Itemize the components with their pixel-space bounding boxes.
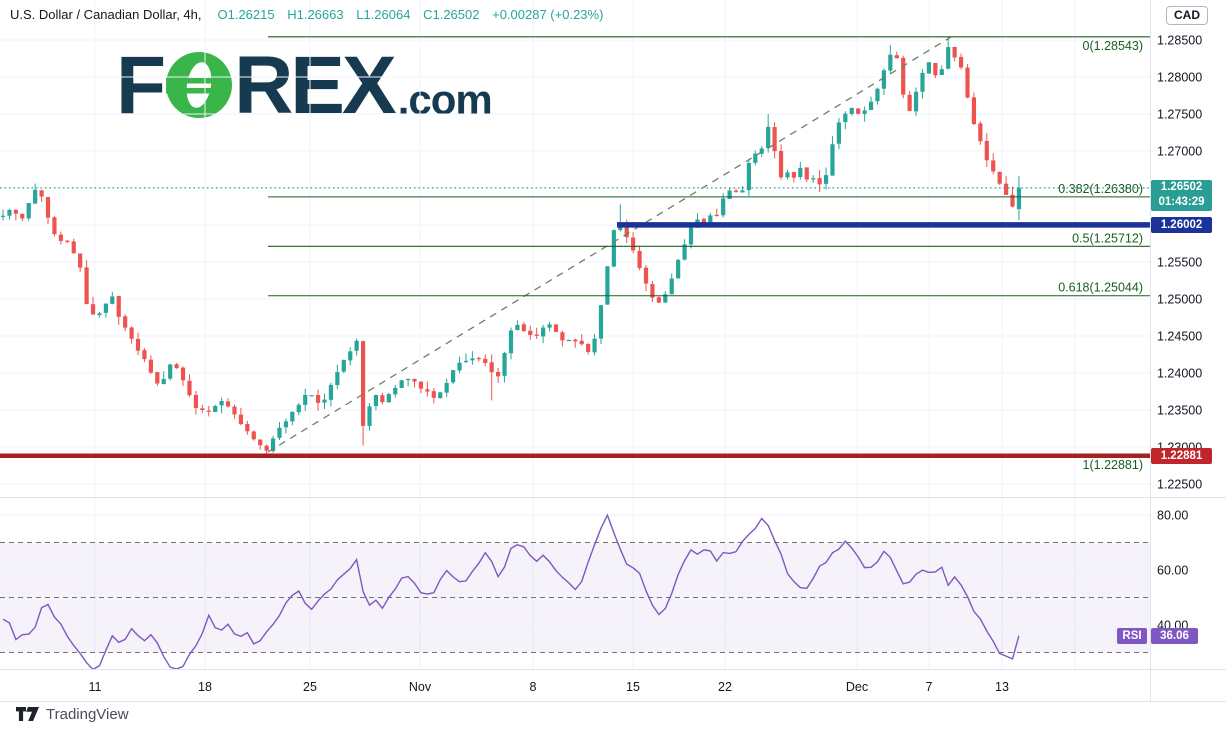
rsi-line: [2, 513, 1020, 671]
trendline[interactable]: [267, 36, 952, 453]
ohlc-close: C1.26502: [423, 6, 480, 22]
svg-text:0.5(1.25712): 0.5(1.25712): [1072, 231, 1143, 245]
currency-badge[interactable]: CAD: [1166, 6, 1208, 25]
svg-text:1.28000: 1.28000: [1157, 71, 1202, 85]
fib-retracement[interactable]: 0(1.28543) 0.382(1.26380) 0.5(1.25712) 0.61…: [268, 36, 1150, 472]
svg-text:80.00: 80.00: [1157, 509, 1188, 523]
pane-separators: [0, 0, 1226, 702]
svg-text:1.23500: 1.23500: [1157, 404, 1202, 418]
candles-layer: [0, 36, 1022, 456]
ohlc-low: L1.26064: [356, 6, 411, 22]
svg-text:0(1.28543): 0(1.28543): [1083, 39, 1143, 53]
current-price-badge: 1.26502 01:43:29: [1151, 179, 1212, 211]
price-axis[interactable]: [1151, 0, 1226, 700]
rsi-value-badge: 36.06: [1151, 627, 1198, 644]
red-level-badge: 1.22881: [1151, 447, 1212, 464]
rsi-label-badge: RSI: [1117, 627, 1147, 644]
tradingview-icon: [16, 707, 39, 721]
ohlc-high: H1.26663: [287, 6, 344, 22]
svg-text:1.22500: 1.22500: [1157, 478, 1202, 492]
svg-text:1.27500: 1.27500: [1157, 108, 1202, 122]
svg-text:Nov: Nov: [409, 680, 432, 694]
current-price-value: 1.26502: [1160, 180, 1203, 193]
svg-text:1.25000: 1.25000: [1157, 293, 1202, 307]
svg-text:1.24000: 1.24000: [1157, 367, 1202, 381]
svg-text:1.27000: 1.27000: [1157, 145, 1202, 159]
blue-level-badge: 1.26002: [1151, 216, 1212, 233]
ohlc-open: O1.26215: [217, 6, 275, 22]
svg-text:8: 8: [530, 680, 537, 694]
svg-text:13: 13: [995, 680, 1009, 694]
symbol-title: U.S. Dollar / Canadian Dollar, 4h,: [10, 6, 202, 22]
svg-text:18: 18: [198, 680, 212, 694]
svg-text:0.382(1.26380): 0.382(1.26380): [1058, 182, 1143, 196]
svg-text:1.24500: 1.24500: [1157, 330, 1202, 344]
svg-text:11: 11: [89, 680, 102, 694]
svg-text:1(1.22881): 1(1.22881): [1083, 458, 1143, 472]
chart-header: U.S. Dollar / Canadian Dollar, 4h, O1.26…: [10, 0, 612, 28]
time-axis[interactable]: [0, 670, 1150, 700]
ohlc-change: +0.00287 (+0.23%): [492, 6, 604, 22]
svg-text:Dec: Dec: [846, 680, 868, 694]
svg-text:60.00: 60.00: [1157, 564, 1188, 578]
svg-text:22: 22: [718, 680, 732, 694]
forex-logo-rex: REX: [234, 40, 397, 131]
svg-text:7: 7: [926, 680, 933, 694]
tradingview-label: TradingView: [46, 706, 129, 723]
svg-text:1.25500: 1.25500: [1157, 256, 1202, 270]
svg-text:25: 25: [303, 680, 317, 694]
svg-text:0.618(1.25044): 0.618(1.25044): [1058, 281, 1143, 295]
tradingview-watermark[interactable]: TradingView: [16, 706, 129, 723]
bar-countdown: 01:43:29: [1158, 196, 1205, 209]
svg-text:1.28500: 1.28500: [1157, 34, 1202, 48]
svg-text:15: 15: [626, 680, 640, 694]
time-axis-labels: 11 18 25 Nov 8 15 22 Dec 7 13: [89, 680, 1009, 694]
ohlc-readout: O1.26215 H1.26663 L1.26064 C1.26502 +0.0…: [217, 7, 612, 22]
price-gridlines: [0, 39, 1150, 485]
forex-logo-f: F: [116, 40, 166, 131]
